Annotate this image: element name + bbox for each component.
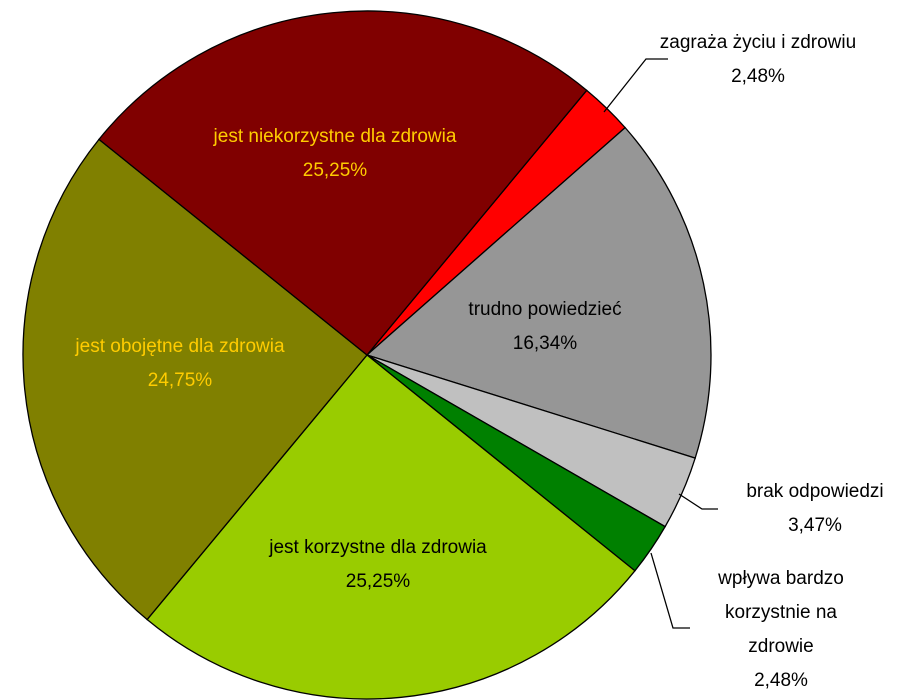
category-label: trudno powiedzieć — [468, 299, 622, 320]
value-label: 2,48% — [731, 66, 785, 87]
leader-lines — [603, 58, 718, 629]
value-label: 3,47% — [788, 515, 842, 536]
pie-slice — [22, 138, 368, 621]
category-label: jest korzystne dla zdrowia — [269, 537, 487, 558]
slice-label: jest niekorzystne dla zdrowia 25,25% — [205, 120, 465, 188]
slice-label: jest obojętne dla zdrowia 24,75% — [65, 330, 295, 398]
pie-slice — [146, 354, 636, 700]
category-label: wpływa bardzo korzystnie na zdrowie — [718, 568, 844, 657]
value-label: 25,25% — [345, 571, 411, 592]
category-label: jest niekorzystne dla zdrowia — [213, 126, 457, 147]
pie-slice — [98, 10, 588, 356]
category-label: jest obojętne dla zdrowia — [75, 336, 285, 357]
value-label: 25,25% — [302, 160, 368, 181]
pie-slice — [365, 126, 712, 459]
slice-label: brak odpowiedzi 3,47% — [715, 475, 915, 543]
slice-label: zagraża życiu i zdrowiu 2,48% — [658, 26, 858, 94]
slices — [22, 10, 712, 700]
slice-label: wpływa bardzo korzystnie na zdrowie 2,48% — [694, 562, 869, 698]
leader-line — [603, 58, 668, 113]
value-label: 24,75% — [147, 370, 213, 391]
leader-line — [650, 552, 690, 629]
leader-line — [678, 493, 718, 510]
category-label: brak odpowiedzi — [746, 481, 884, 502]
slice-label: jest korzystne dla zdrowia 25,25% — [258, 531, 498, 599]
value-label: 2,48% — [754, 670, 808, 691]
category-label: zagraża życiu i zdrowiu — [659, 32, 857, 53]
slice-label: trudno powiedzieć 16,34% — [430, 293, 660, 361]
value-label: 16,34% — [512, 333, 578, 354]
